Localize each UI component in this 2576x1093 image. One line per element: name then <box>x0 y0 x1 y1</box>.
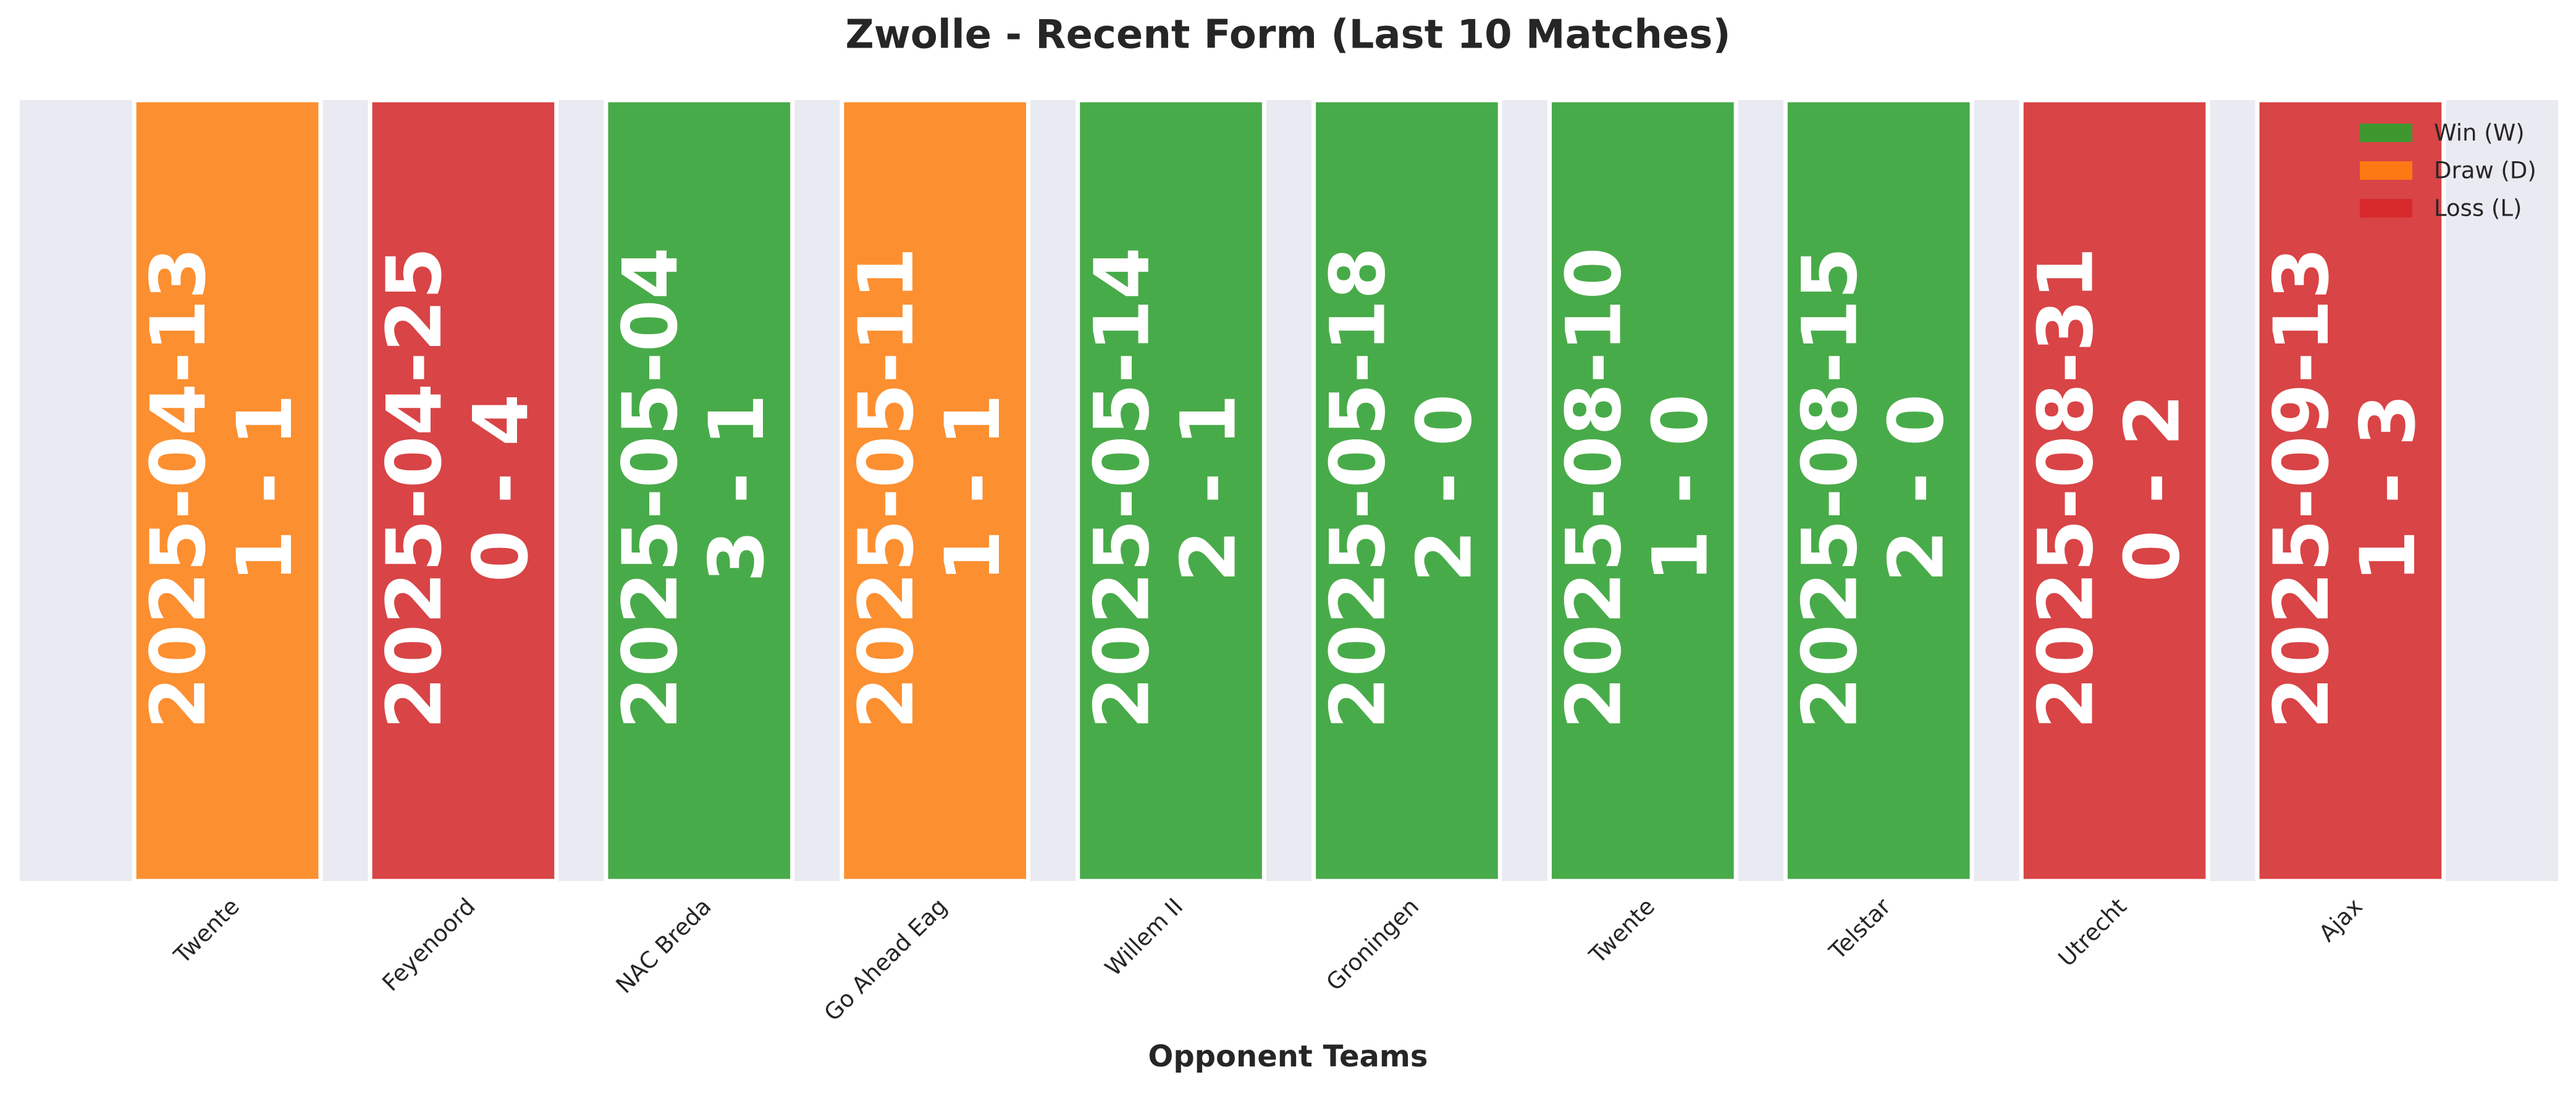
bar <box>368 98 559 884</box>
bar-label: 2025-05-142 - 1 <box>1079 247 1253 729</box>
match-score: 1 - 3 <box>2344 394 2432 582</box>
match-score: 2 - 0 <box>1872 394 1960 582</box>
bar <box>2019 98 2210 884</box>
x-axis-label: Opponent Teams <box>1148 1039 1428 1074</box>
x-tick-label: Telstar <box>1824 893 1896 965</box>
bar <box>604 98 795 884</box>
match-date: 2025-04-13 <box>135 247 222 729</box>
x-tick-label: Feyenoord <box>377 893 481 996</box>
x-tick-label: Go Ahead Eag <box>819 893 953 1026</box>
match-score: 2 - 0 <box>1401 394 1489 582</box>
match-score: 1 - 1 <box>929 394 1017 582</box>
match-score: 0 - 2 <box>2108 394 2196 582</box>
match-score: 1 - 0 <box>1637 394 1725 582</box>
match-date: 2025-08-31 <box>2022 247 2110 729</box>
legend-swatch <box>2360 161 2412 180</box>
match-date: 2025-05-04 <box>607 247 694 729</box>
bar-label: 2025-05-111 - 1 <box>843 247 1017 729</box>
x-tick-label: Ajax <box>2314 893 2368 947</box>
bar <box>2255 98 2446 884</box>
bar <box>1311 98 1502 884</box>
chart-title: Zwolle - Recent Form (Last 10 Matches) <box>845 12 1730 58</box>
bar <box>1783 98 1974 884</box>
match-date: 2025-05-18 <box>1315 247 1402 729</box>
x-tick-label: Willem II <box>1100 893 1189 981</box>
match-date: 2025-05-11 <box>843 247 930 729</box>
match-score: 3 - 1 <box>693 394 781 582</box>
bar-label: 2025-05-043 - 1 <box>607 247 781 729</box>
x-tick-label: Twente <box>169 893 245 969</box>
match-date: 2025-09-13 <box>2258 247 2346 729</box>
bar-label: 2025-08-310 - 2 <box>2022 247 2196 729</box>
match-score: 1 - 1 <box>221 394 309 582</box>
legend-swatch <box>2360 199 2412 217</box>
x-tick-label: Twente <box>1584 893 1660 969</box>
match-score: 2 - 1 <box>1165 394 1253 582</box>
bar-label: 2025-05-182 - 0 <box>1315 247 1489 729</box>
x-tick-label: NAC Breda <box>611 893 717 998</box>
bar-label: 2025-08-152 - 0 <box>1786 247 1960 729</box>
match-date: 2025-08-15 <box>1786 247 1874 729</box>
match-date: 2025-04-25 <box>371 247 458 729</box>
bar-label: 2025-09-131 - 3 <box>2258 247 2432 729</box>
x-tick-label: Groningen <box>1321 893 1425 996</box>
bar <box>1075 98 1266 884</box>
bar <box>840 98 1031 884</box>
legend-swatch <box>2360 124 2412 142</box>
bar-label: 2025-08-101 - 0 <box>1551 247 1725 729</box>
match-score: 0 - 4 <box>457 394 545 582</box>
x-tick-label: Utrecht <box>2053 893 2132 971</box>
legend-label: Win (W) <box>2434 120 2525 146</box>
legend-label: Loss (L) <box>2434 195 2522 222</box>
bar-label: 2025-04-250 - 4 <box>371 247 545 729</box>
bar <box>132 98 323 884</box>
match-date: 2025-05-14 <box>1079 247 1166 729</box>
match-date: 2025-08-10 <box>1551 247 1638 729</box>
bar-label: 2025-04-131 - 1 <box>135 247 309 729</box>
legend-label: Draw (D) <box>2434 158 2536 184</box>
bar <box>1547 98 1738 884</box>
